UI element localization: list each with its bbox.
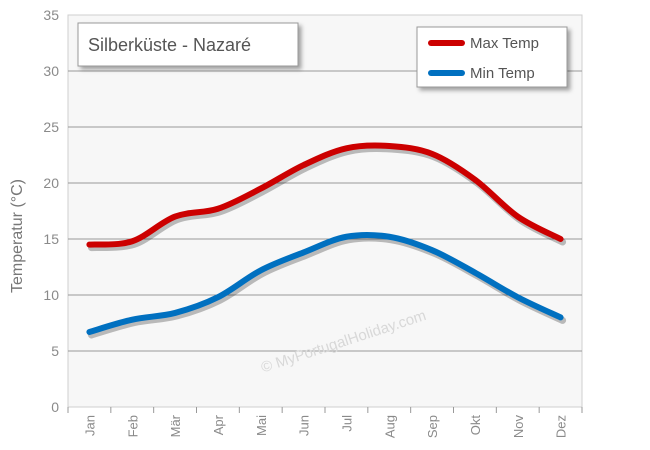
x-tick-label: Feb xyxy=(125,415,140,437)
y-tick-label: 5 xyxy=(51,343,59,359)
y-tick-label: 20 xyxy=(43,175,59,191)
y-tick-label: 35 xyxy=(43,7,59,23)
title-box: Silberküste - Nazaré xyxy=(77,22,299,67)
chart-title: Silberküste - Nazaré xyxy=(88,35,251,55)
x-tick-label: Okt xyxy=(468,415,483,436)
x-tick-label: Apr xyxy=(211,414,226,435)
x-tick-label: Jul xyxy=(339,415,354,432)
x-tick-label: Dez xyxy=(554,415,569,438)
x-axis-ticks: Jan Feb Mär Apr Mai Jun Jul Aug Sep Okt Nov Dez xyxy=(67,407,583,439)
y-tick-label: 30 xyxy=(43,63,59,79)
y-axis-ticks: 0 5 10 15 20 25 30 35 xyxy=(43,7,59,415)
legend: Max Temp Min Temp xyxy=(416,26,568,88)
x-tick-label: Jun xyxy=(297,415,312,436)
y-tick-label: 25 xyxy=(43,119,59,135)
series-lines xyxy=(86,142,567,339)
legend-label-max-temp: Max Temp xyxy=(470,35,539,52)
x-tick-label: Aug xyxy=(382,415,397,438)
x-tick-label: Mai xyxy=(254,415,269,436)
y-tick-label: 10 xyxy=(43,287,59,303)
series-line-min-temp xyxy=(86,231,564,335)
x-tick-label: Sep xyxy=(425,415,440,438)
x-tick-label: Nov xyxy=(511,415,526,439)
y-tick-label: 15 xyxy=(43,231,59,247)
legend-label-min-temp: Min Temp xyxy=(470,65,535,82)
series-line-max-temp xyxy=(86,142,564,248)
x-tick-label: Mär xyxy=(168,414,183,437)
x-tick-label: Jan xyxy=(82,415,97,436)
y-axis-label: Temperatur (°C) xyxy=(9,179,26,293)
y-tick-label: 0 xyxy=(51,399,59,415)
